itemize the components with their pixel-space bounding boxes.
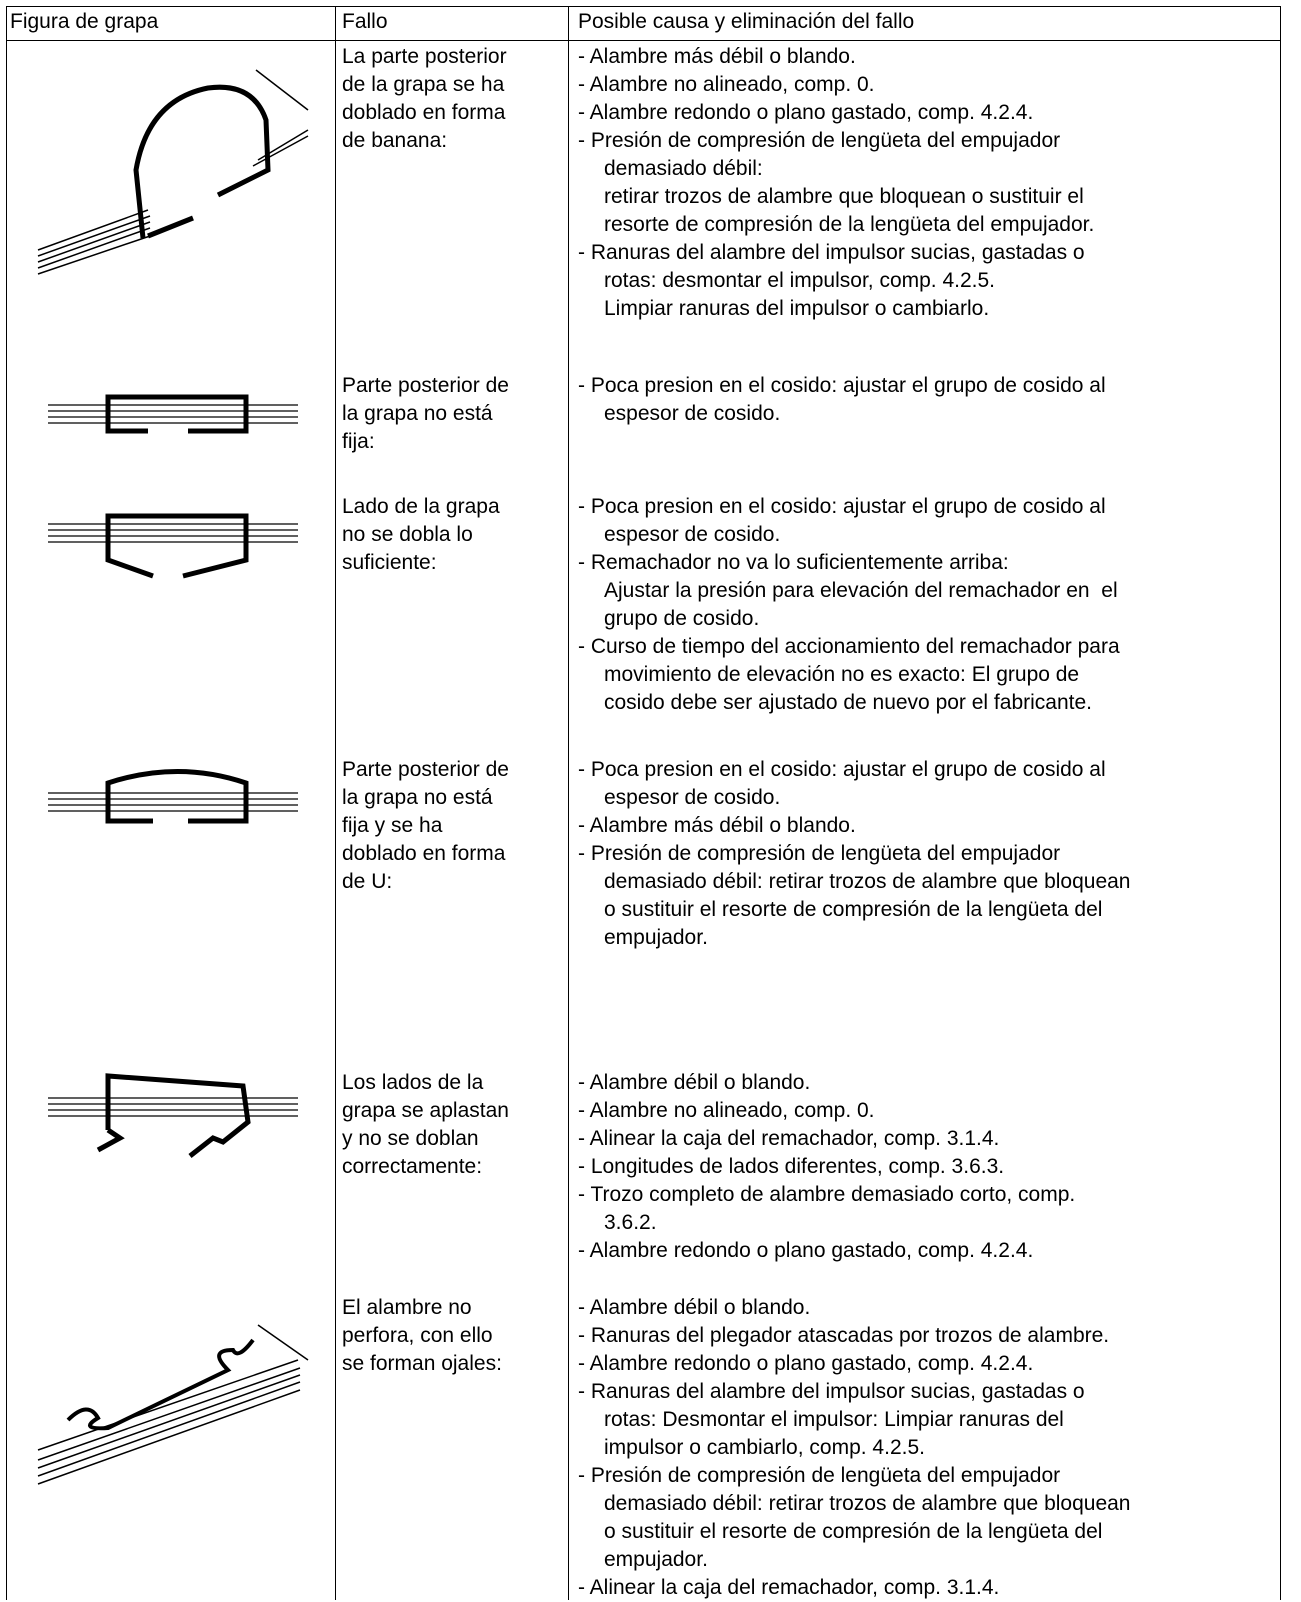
staple-figure [48,513,298,579]
cause-text: - Alambre más débil o blando. [578,814,856,837]
cause-text: - Alambre débil o blando. [578,1296,811,1319]
staple-figure [48,394,298,434]
cause-text: - Ranuras del alambre del impulsor sucia… [578,241,1085,264]
cause-text: - Presión de compresión de lengüeta del … [578,842,1061,865]
cause-text: - Presión de compresión de lengüeta del … [578,1464,1061,1487]
cause-text: - Alambre débil o blando. [578,1071,811,1094]
cause-text: Limpiar ranuras del impulsor o cambiarlo… [604,297,990,320]
cause-text: - Remachador no va lo suficientemente ar… [578,551,1009,574]
fault-text: El alambre no [342,1296,472,1319]
cause-text: - Ranuras del alambre del impulsor sucia… [578,1380,1085,1403]
cause-text: - Curso de tiempo del accionamiento del … [578,635,1120,658]
fault-text: fija: [342,430,375,453]
cause-text: demasiado débil: retirar trozos de alamb… [604,1492,1131,1515]
cause-text: Ajustar la presión para elevación del re… [604,579,1118,602]
fault-text: Lado de la grapa [342,495,500,518]
cause-text: espesor de cosido. [604,402,781,425]
cause-text: rotas: desmontar el impulsor, comp. 4.2.… [604,269,996,292]
fault-text: no se dobla lo [342,523,473,546]
header-cell: Fallo [342,10,388,33]
fault-text: la grapa no está [342,402,493,425]
cause-text: empujador. [604,1548,708,1571]
cause-text: movimiento de elevación no es exacto: El… [604,663,1080,686]
fault-text: Los lados de la [342,1071,484,1094]
cause-text: - Ranuras del plegador atascadas por tro… [578,1324,1110,1347]
cause-text: o sustituir el resorte de compresión de … [604,1520,1103,1543]
cause-text: - Poca presion en el cosido: ajustar el … [578,495,1106,518]
cause-text: - Alambre redondo o plano gastado, comp.… [578,1239,1034,1262]
col-rule [335,6,336,1600]
border-right [1280,6,1281,1600]
cause-text: - Presión de compresión de lengüeta del … [578,129,1061,152]
fault-text: perfora, con ello [342,1324,493,1347]
cause-text: - Alambre redondo o plano gastado, comp.… [578,101,1034,124]
cause-text: retirar trozos de alambre que bloquean o… [604,185,1084,208]
cause-text: cosido debe ser ajustado de nuevo por el… [604,691,1092,714]
fault-text: doblado en forma [342,842,506,865]
cause-text: - Longitudes de lados diferentes, comp. … [578,1155,1005,1178]
col-rule [568,6,569,1600]
fault-text: de U: [342,870,393,893]
fault-text: Parte posterior de [342,758,509,781]
cause-text: espesor de cosido. [604,523,781,546]
header-rule [6,40,1281,41]
cause-text: rotas: Desmontar el impulsor: Limpiar ra… [604,1408,1064,1431]
fault-text: la grapa no está [342,786,493,809]
fault-text: grapa se aplastan [342,1099,509,1122]
staple-figure [37,69,309,275]
cause-text: resorte de compresión de la lengüeta del… [604,213,1095,236]
cause-text: grupo de cosido. [604,607,760,630]
fault-text: se forman ojales: [342,1352,502,1375]
cause-text: empujador. [604,926,708,949]
fault-text: doblado en forma [342,101,506,124]
cause-text: - Alambre redondo o plano gastado, comp.… [578,1352,1034,1375]
cause-text: - Poca presion en el cosido: ajustar el … [578,374,1106,397]
cause-text: - Alambre no alineado, comp. 0. [578,1099,875,1122]
cause-text: demasiado débil: retirar trozos de alamb… [604,870,1131,893]
fault-text: de banana: [342,129,448,152]
fault-text: Parte posterior de [342,374,509,397]
cause-text: - Alambre no alineado, comp. 0. [578,73,875,96]
staple-figure [48,1073,298,1158]
cause-text: espesor de cosido. [604,786,781,809]
header-cell: Posible causa y eliminación del fallo [578,10,915,33]
staple-figure [37,1324,309,1485]
cause-text: - Poca presion en el cosido: ajustar el … [578,758,1106,781]
fault-text: La parte posterior [342,45,507,68]
border-left [6,6,7,1600]
fault-text: correctamente: [342,1155,483,1178]
cause-text: - Alinear la caja del remachador, comp. … [578,1127,1000,1150]
header-cell: Figura de grapa [10,10,159,33]
cause-text: 3.6.2. [604,1211,657,1234]
cause-text: - Alambre más débil o blando. [578,45,856,68]
cause-text: demasiado débil: [604,157,763,180]
fault-text: suficiente: [342,551,437,574]
cause-text: o sustituir el resorte de compresión de … [604,898,1103,921]
cause-text: - Alinear la caja del remachador, comp. … [578,1576,1000,1599]
staple-figure [48,769,298,824]
cause-text: impulsor o cambiarlo, comp. 4.2.5. [604,1436,925,1459]
fault-text: fija y se ha [342,814,443,837]
cause-text: - Trozo completo de alambre demasiado co… [578,1183,1076,1206]
fault-text: y no se doblan [342,1127,479,1150]
fault-text: de la grapa se ha [342,73,505,96]
border-top [6,6,1281,7]
